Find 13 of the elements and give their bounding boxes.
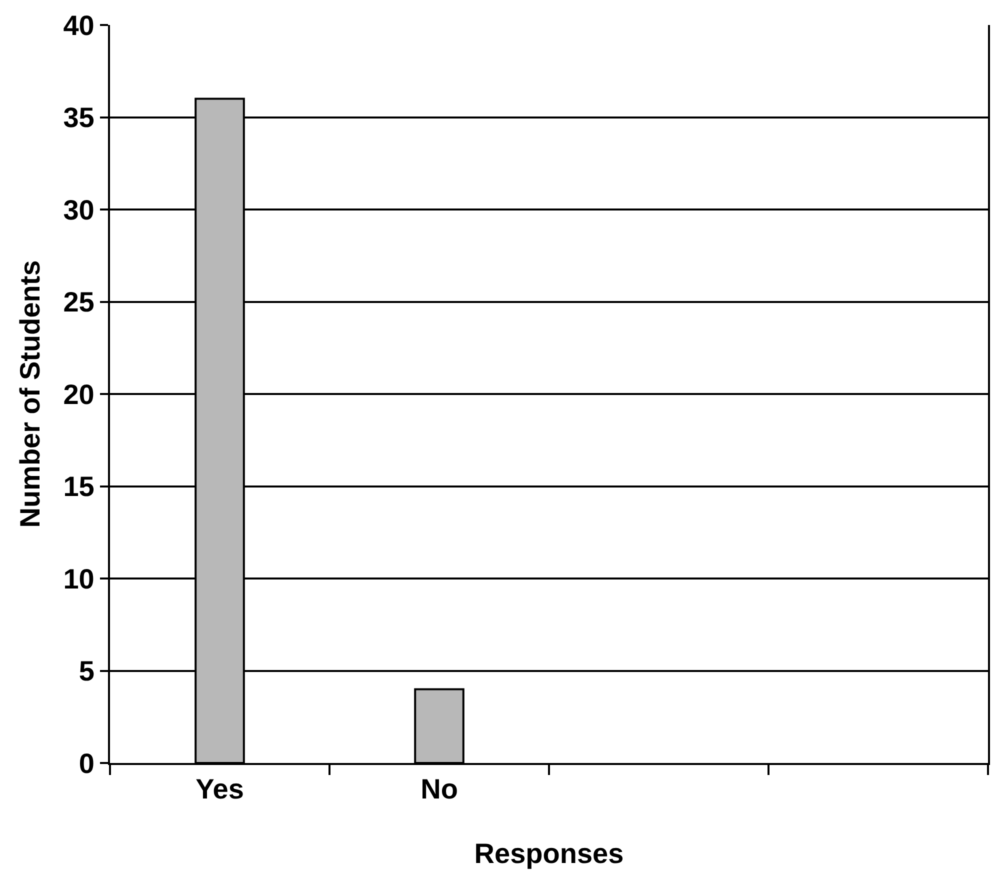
y-tick-label: 10 xyxy=(63,563,94,594)
y-tick-label: 40 xyxy=(63,10,94,41)
y-axis-title: Number of Students xyxy=(14,260,46,528)
y-tick-label: 20 xyxy=(63,378,94,410)
y-tick-label: 35 xyxy=(63,102,94,134)
y-tick-label: 30 xyxy=(63,194,94,226)
y-tick-label: 15 xyxy=(63,471,94,502)
y-tick-label: 25 xyxy=(63,286,94,318)
x-axis-title: Responses xyxy=(474,838,624,870)
x-tick-label: No xyxy=(420,774,458,805)
x-tick-label: Yes xyxy=(196,774,244,805)
y-tick-label: 5 xyxy=(78,656,94,687)
y-tick-label: 0 xyxy=(78,748,94,779)
